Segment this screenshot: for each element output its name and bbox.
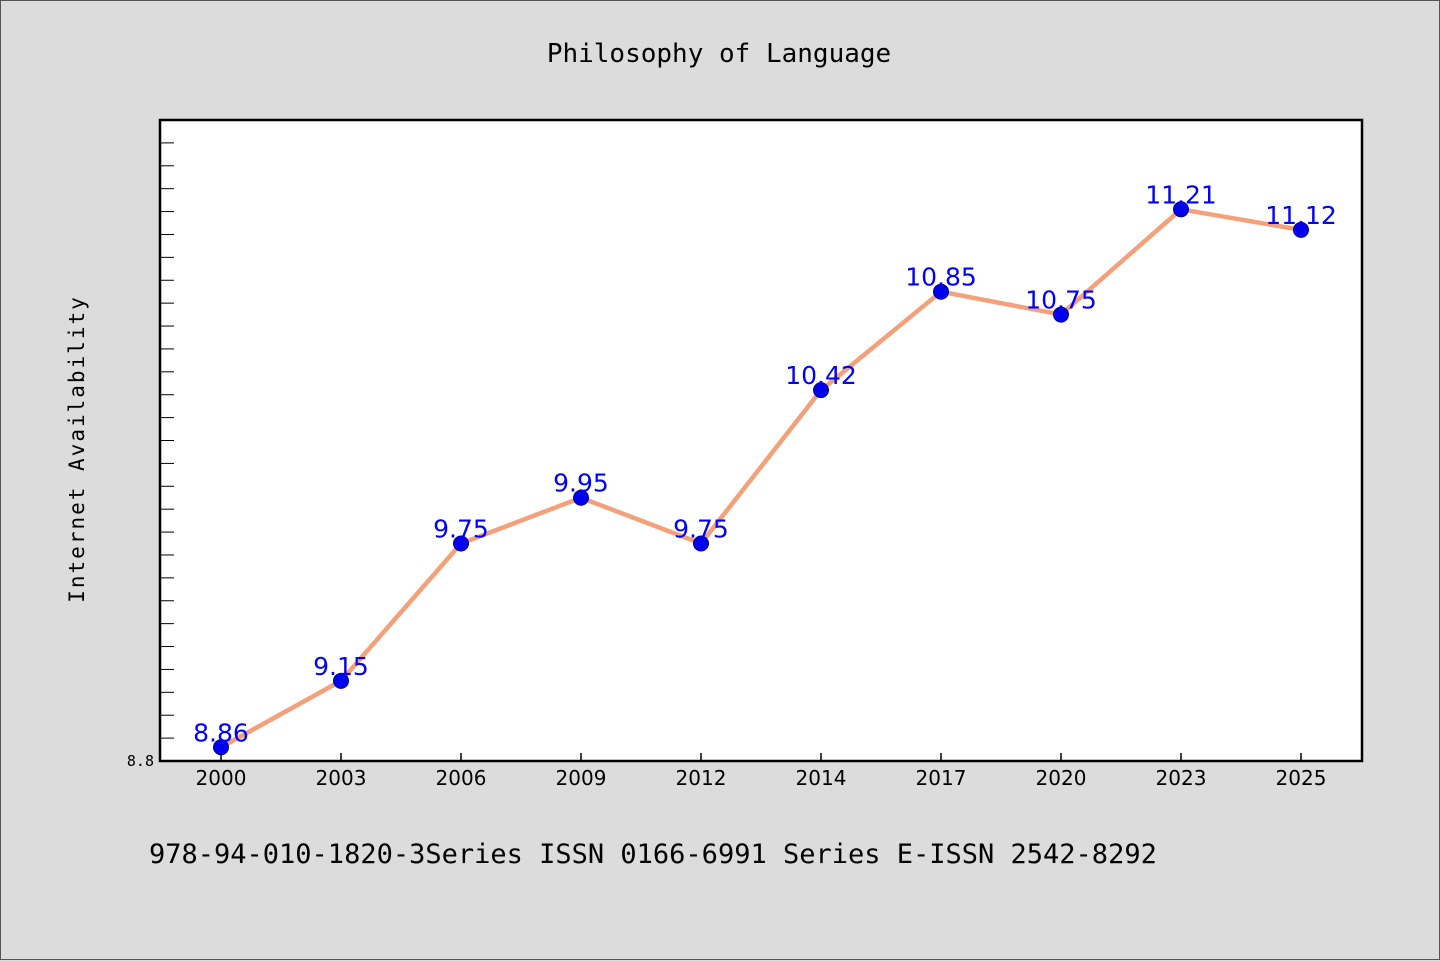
data-label: 9.75 bbox=[673, 515, 729, 544]
data-label: 11.21 bbox=[1145, 180, 1217, 209]
data-point bbox=[933, 283, 949, 300]
x-tick-label: 2000 bbox=[196, 766, 247, 790]
data-point bbox=[213, 739, 229, 756]
x-tick-label: 2003 bbox=[316, 766, 367, 790]
footer-isbn-issn: 978-94-010-1820-3Series ISSN 0166-6991 S… bbox=[149, 839, 1157, 870]
data-label: 9.15 bbox=[313, 652, 369, 681]
x-tick-label: 2014 bbox=[796, 766, 847, 790]
data-point bbox=[1053, 306, 1069, 323]
y-tick-label: 8.8 bbox=[127, 752, 154, 770]
data-label: 10.42 bbox=[785, 361, 857, 390]
x-tick-label: 2020 bbox=[1036, 766, 1087, 790]
x-tick-label: 2025 bbox=[1276, 766, 1327, 790]
x-tick-label: 2023 bbox=[1156, 766, 1207, 790]
data-label: 8.86 bbox=[193, 718, 249, 747]
y-axis-label: Internet Availability bbox=[65, 295, 89, 603]
data-label: 9.95 bbox=[553, 469, 609, 498]
data-point bbox=[453, 535, 469, 552]
series-line bbox=[219, 207, 1302, 750]
data-point bbox=[573, 489, 589, 506]
x-tick-label: 2017 bbox=[916, 766, 967, 790]
data-point bbox=[1173, 201, 1189, 218]
data-point bbox=[333, 672, 349, 689]
x-axis-ticks: 2000 2003 2006 2009 2012 2014 2017 2020 2023 2025 bbox=[196, 753, 1327, 790]
x-tick-label: 2009 bbox=[556, 766, 607, 790]
y-axis-ticks: 8.8 bbox=[127, 142, 174, 770]
data-point bbox=[693, 535, 709, 552]
data-label: 10.85 bbox=[905, 263, 977, 292]
chart-title: Philosophy of Language bbox=[547, 39, 891, 69]
series-layer: 8.86 9.15 9.75 9.95 9.75 10.42 10.85 10.75 11.21… bbox=[193, 180, 1337, 756]
data-label: 10.75 bbox=[1025, 286, 1097, 315]
x-tick-label: 2012 bbox=[676, 766, 727, 790]
data-point bbox=[1293, 221, 1309, 238]
x-tick-label: 2006 bbox=[436, 766, 487, 790]
data-point bbox=[813, 382, 829, 399]
data-label: 11.12 bbox=[1265, 201, 1337, 230]
data-label: 9.75 bbox=[433, 515, 489, 544]
